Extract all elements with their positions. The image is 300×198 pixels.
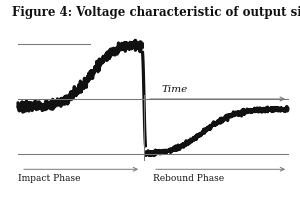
Text: Rebound Phase: Rebound Phase [153, 174, 224, 183]
Text: Impact Phase: Impact Phase [18, 174, 80, 183]
Text: Figure 4: Voltage characteristic of output signal: Figure 4: Voltage characteristic of outp… [12, 6, 300, 19]
Text: Time: Time [162, 85, 188, 94]
